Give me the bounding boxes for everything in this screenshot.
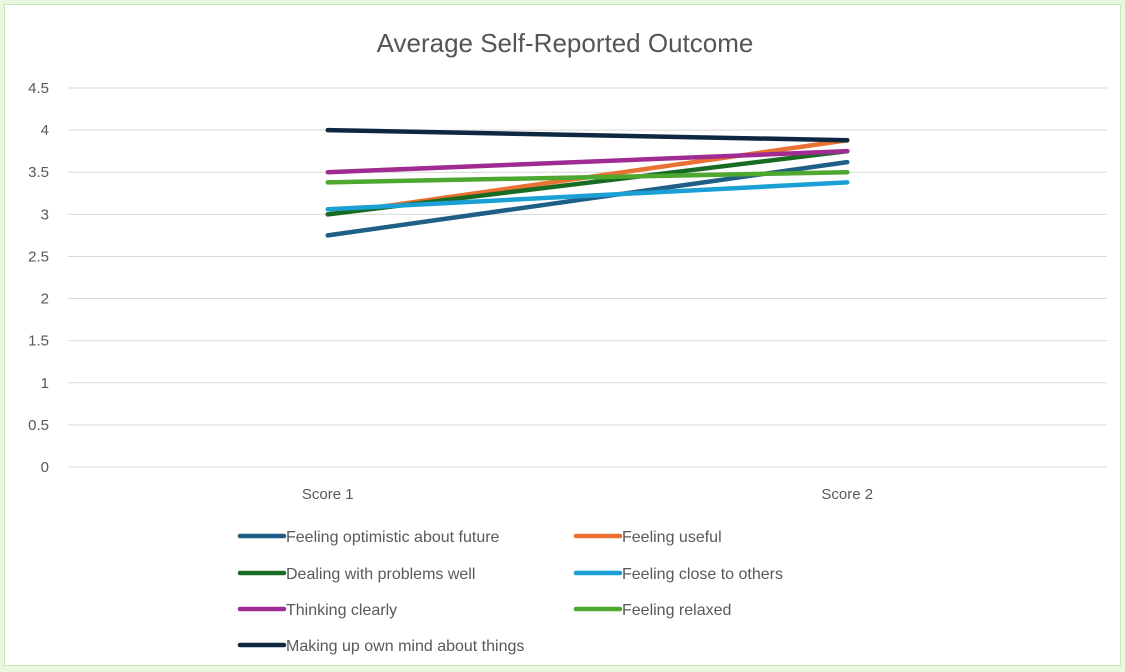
legend-label: Feeling optimistic about future [286, 529, 500, 546]
gridlines [68, 87, 1107, 468]
series-line-6 [325, 127, 850, 143]
legend-item: Feeling relaxed [573, 602, 731, 619]
legend-label: Feeling relaxed [622, 602, 731, 619]
legend-label: Feeling useful [622, 529, 722, 546]
series-line-5 [325, 169, 850, 185]
x-category-label: Score 2 [821, 486, 873, 503]
line-chart: Average Self-Reported Outcome 0 0.5 1 1.5 2 2… [28, 28, 1107, 655]
chart-area: Average Self-Reported Outcome 0 0.5 1 1.5 2 2… [4, 4, 1121, 666]
y-tick-label: 0.5 [28, 417, 49, 434]
legend-item: Making up own mind about things [237, 638, 524, 655]
y-tick-label: 3 [41, 206, 49, 223]
y-tick-label: 2.5 [28, 248, 49, 265]
y-tick-label: 2 [41, 291, 49, 308]
legend-item: Dealing with problems well [237, 566, 475, 583]
y-tick-label: 1.5 [28, 333, 49, 350]
legend-label: Dealing with problems well [286, 566, 475, 583]
y-tick-label: 1 [41, 375, 49, 392]
y-axis-ticks: 0 0.5 1 1.5 2 2.5 3 3.5 4 4.5 [28, 80, 49, 476]
legend-item: Feeling optimistic about future [237, 529, 500, 546]
x-axis-categories: Score 1 Score 2 [302, 486, 873, 503]
series-lines [325, 127, 850, 238]
y-tick-label: 0 [41, 459, 49, 476]
legend-label: Making up own mind about things [286, 638, 524, 655]
series-line-3 [325, 180, 850, 212]
y-tick-label: 4 [41, 122, 49, 139]
y-tick-label: 3.5 [28, 164, 49, 181]
legend-item: Feeling close to others [573, 566, 783, 583]
legend-label: Feeling close to others [622, 566, 783, 583]
legend-label: Thinking clearly [286, 602, 397, 619]
legend-item: Thinking clearly [237, 602, 397, 619]
chart-title: Average Self-Reported Outcome [377, 28, 754, 58]
y-tick-label: 4.5 [28, 80, 49, 97]
series-line-4 [325, 148, 850, 175]
legend-item: Feeling useful [573, 529, 722, 546]
x-category-label: Score 1 [302, 486, 354, 503]
legend: Feeling optimistic about future Feeling u… [237, 529, 783, 655]
